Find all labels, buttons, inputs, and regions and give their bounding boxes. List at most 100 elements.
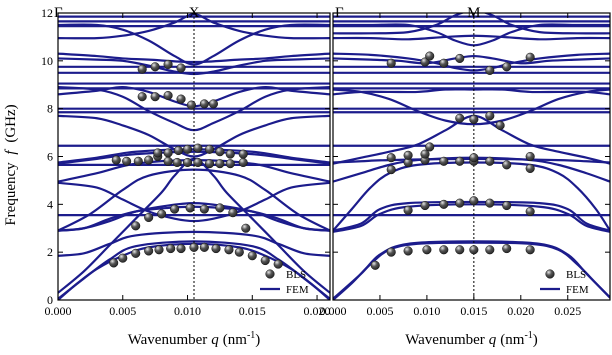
bls-point-16 — [485, 198, 495, 208]
bls-point-37 — [495, 120, 505, 130]
symmetry-point-gamma: Γ — [54, 5, 63, 21]
bls-point-42 — [193, 143, 203, 153]
x-tick-label: 0.005 — [109, 304, 136, 318]
x-tick-label: 0.000 — [45, 304, 72, 318]
bls-point-8 — [485, 245, 495, 255]
bls-point-45 — [225, 149, 235, 159]
bls-point-25 — [111, 155, 121, 165]
bls-point-11 — [403, 205, 413, 215]
y-tick-label: 8 — [47, 102, 53, 116]
legend-bls-label: BLS — [566, 269, 586, 281]
x-tick-label: 0.020 — [304, 304, 331, 318]
legend: BLS FEM — [260, 269, 309, 296]
x-axis-title-symbol: q — [489, 332, 497, 348]
x-axis-title-label: Wavenumber — [405, 332, 485, 348]
bls-point-31 — [172, 157, 182, 168]
bls-point-30 — [420, 149, 430, 159]
y-axis-title-unit: (GHz) — [3, 104, 19, 142]
bls-point-7 — [469, 245, 479, 255]
y-tick-label: 12 — [41, 6, 53, 20]
bls-point-44 — [502, 62, 512, 72]
bls-point-32 — [469, 153, 479, 163]
bls-point-42 — [455, 53, 465, 63]
y-tick-label: 4 — [47, 197, 53, 211]
bls-point-49 — [163, 90, 173, 101]
bls-point-9 — [502, 244, 512, 254]
x-axis-title: Wavenumber q (nm-1) — [405, 330, 538, 348]
bls-point-54 — [137, 64, 147, 74]
bls-point-7 — [176, 244, 186, 254]
x-axis-title-exponent: -1 — [247, 330, 255, 341]
bls-point-4 — [144, 246, 154, 256]
bls-point-56 — [163, 59, 173, 69]
y-tick-label: 2 — [47, 245, 53, 259]
x-axis-title-unit: (nm — [223, 332, 247, 348]
bls-point-16 — [131, 221, 141, 231]
y-axis-title-symbol: f — [3, 149, 19, 155]
bls-point-48 — [150, 92, 160, 102]
panel-2-plot-area — [333, 13, 610, 300]
bls-point-50 — [176, 94, 186, 104]
y-axis-title-label: Frequency — [3, 162, 19, 226]
bls-point-6 — [166, 244, 176, 254]
fem-mode-15 — [333, 34, 610, 41]
bls-point-3 — [131, 248, 141, 258]
bls-point-51 — [186, 100, 196, 110]
fem-mode-9 — [58, 150, 330, 165]
bls-point-43 — [204, 144, 215, 154]
bls-point-4 — [422, 245, 432, 255]
fem-mode-3 — [58, 230, 330, 257]
bls-point-17 — [502, 200, 512, 211]
x-tick-label: 0.010 — [413, 304, 440, 318]
bls-point-52 — [199, 99, 209, 109]
x-axis-title-exponent: -1 — [524, 330, 532, 341]
y-axis-title-text: Frequency f (GHz) — [3, 104, 19, 225]
legend-fem-label: FEM — [286, 284, 309, 296]
bls-point-3 — [403, 246, 413, 256]
bls-point-22 — [439, 156, 449, 166]
legend-bls-marker — [265, 269, 275, 279]
bls-point-46 — [238, 149, 248, 159]
bls-point-29 — [403, 150, 413, 160]
bls-point-20 — [185, 203, 195, 213]
bls-point-41 — [439, 58, 449, 68]
panel-2: 0.000 0.005 0.010 0.015 0.020 0.025 Γ M Wavenumb… — [320, 5, 611, 348]
bls-point-24 — [241, 223, 251, 233]
bls-point-13 — [439, 199, 449, 209]
bls-point-15 — [469, 196, 479, 206]
fem-mode-5 — [333, 161, 610, 232]
bls-point-14 — [455, 198, 465, 208]
bls-point-55 — [150, 62, 160, 72]
fem-mode-9 — [333, 88, 610, 126]
x-axis-title-symbol: q — [211, 332, 219, 348]
panel-1-plot-area — [58, 13, 330, 300]
bls-point-38 — [386, 58, 396, 68]
y-tick-label: 6 — [47, 150, 53, 164]
symmetry-point-x: X — [189, 5, 200, 21]
bls-point-30 — [163, 156, 173, 166]
bls-point-6 — [455, 245, 465, 255]
x-tick-label: 0.015 — [239, 304, 266, 318]
fem-mode-11 — [333, 54, 610, 65]
bls-point-45 — [525, 52, 535, 62]
bls-point-28 — [386, 153, 396, 163]
panel-1: 0.000 0.005 0.010 0.015 0.020 0 2 4 6 8 10 12 Γ X Wave… — [41, 5, 331, 348]
bls-point-47 — [137, 92, 147, 102]
x-axis-title-close: ) — [255, 332, 260, 348]
fem-mode-10 — [333, 88, 610, 96]
bls-point-36 — [225, 159, 235, 169]
bls-point-33 — [193, 157, 203, 168]
bls-point-26 — [122, 156, 132, 166]
bls-point-27 — [525, 163, 535, 174]
bls-point-26 — [502, 160, 512, 170]
bls-point-22 — [215, 203, 225, 213]
bls-point-9 — [199, 242, 209, 252]
bls-point-17 — [144, 212, 154, 223]
bls-point-10 — [525, 245, 535, 255]
symmetry-point-m: M — [467, 5, 480, 21]
bls-point-40 — [425, 51, 435, 61]
bls-point-41 — [182, 144, 193, 154]
legend-fem-label: FEM — [566, 284, 589, 296]
